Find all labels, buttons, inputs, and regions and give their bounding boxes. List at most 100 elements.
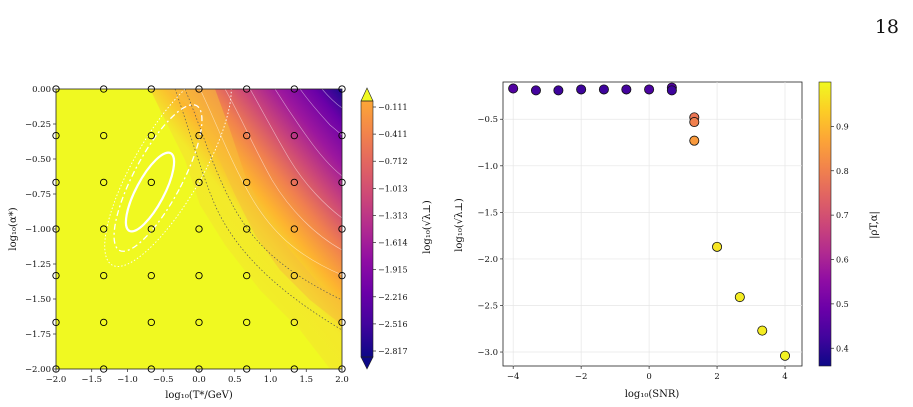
grid-point-marker: [195, 131, 203, 140]
x-tick-label: 1.0: [264, 375, 278, 385]
scatter-point: [576, 84, 587, 95]
scatter-point: [530, 85, 541, 96]
heatmap-colorbar-top-extend: [360, 87, 374, 102]
grid-point-marker: [290, 225, 298, 233]
colorbar-tick-label: −1.614: [378, 239, 408, 248]
grid-point-marker: [52, 318, 60, 327]
colorbar-tick-label: −2.817: [378, 347, 408, 356]
grid-point-marker: [338, 365, 346, 373]
grid-point-marker: [338, 225, 346, 233]
grid-point-marker: [100, 225, 108, 233]
grid-point-marker: [52, 178, 60, 187]
y-tick-label: −1.00: [25, 225, 51, 235]
scatter-colorbar-label: |ρT,α|: [869, 211, 880, 239]
grid-point-marker: [338, 178, 346, 187]
grid-point-marker: [290, 131, 298, 140]
grid-point-marker: [338, 85, 346, 93]
colorbar-tick-label: −1.915: [378, 266, 408, 275]
heatmap-colorbar-label: log₁₀(√λ⊥): [422, 200, 433, 254]
scatter-point: [689, 117, 700, 128]
x-tick-label: −4: [507, 372, 520, 382]
grid-point-marker: [243, 225, 251, 233]
grid-point-marker: [290, 365, 298, 373]
grid-point-marker: [195, 225, 203, 233]
grid-point-marker: [100, 85, 108, 93]
y-tick-label: −2.0: [477, 255, 498, 265]
x-tick-label: −2.0: [46, 375, 67, 385]
colorbar-tick-label: 0.6: [836, 256, 849, 265]
colorbar-tick-label: −1.013: [378, 184, 408, 193]
grid-point-marker: [290, 271, 298, 280]
scatter-x-ticks: −4 −2 0 2 4: [507, 366, 788, 382]
scatter-panel: −4 −2 0 2 4 −0.5 −1.0 −1.5 −2.0 −2.5 −3.0 log₁₀(S…: [454, 81, 880, 400]
colorbar-tick-label: −1.313: [378, 211, 408, 220]
x-tick-label: −2: [575, 372, 588, 382]
grid-point-marker: [100, 178, 108, 187]
y-tick-label: −0.5: [477, 115, 498, 125]
heatmap-colorbar-body: [361, 101, 373, 357]
grid-point-marker: [290, 318, 298, 327]
x-tick-label: −1.5: [81, 375, 102, 385]
grid-point-marker: [52, 131, 60, 140]
grid-point-marker: [290, 178, 298, 187]
grid-point-marker: [243, 318, 251, 327]
grid-point-marker: [195, 178, 203, 187]
colorbar-tick-label: −2.516: [378, 320, 408, 329]
heatmap-grid-points: [52, 85, 346, 373]
x-tick-label: 2.0: [335, 375, 349, 385]
y-tick-label: −2.5: [477, 301, 498, 311]
grid-point-marker: [100, 131, 108, 140]
colorbar-tick-label: 0.7: [836, 211, 849, 220]
scatter-plot-area: [502, 81, 803, 367]
grid-point-marker: [338, 131, 346, 140]
y-tick-label: −2.00: [25, 365, 51, 375]
heatmap-colorbar-bottom-extend: [360, 356, 374, 370]
grid-point-marker: [338, 318, 346, 327]
x-tick-label: 0.5: [228, 375, 242, 385]
y-tick-label: −0.25: [25, 120, 51, 130]
grid-point-marker: [243, 178, 251, 187]
scatter-point: [734, 292, 745, 303]
scatter-point: [780, 350, 791, 361]
grid-point-marker: [243, 365, 251, 373]
colorbar-tick-label: −0.712: [378, 157, 408, 166]
heatmap-dotted-contours: [174, 89, 342, 331]
grid-point-marker: [147, 85, 155, 93]
grid-point-marker: [147, 225, 155, 233]
colorbar-tick-label: −0.111: [378, 103, 408, 112]
y-tick-label: −1.50: [25, 295, 51, 305]
colorbar-tick-label: 0.8: [836, 167, 849, 176]
heatmap-colorbar-ticks: −0.111 −0.411 −0.712 −1.013 −1.313 −1.614 −1.9…: [373, 103, 408, 356]
grid-point-marker: [100, 271, 108, 280]
scatter-colorbar: 0.9 0.8 0.7 0.6 0.5 0.4 |ρT,α|: [818, 81, 880, 367]
scatter-point: [598, 84, 609, 95]
y-tick-label: 0.00: [32, 85, 51, 95]
grid-point-marker: [52, 225, 60, 233]
grid-point-marker: [52, 85, 60, 93]
heatmap-colorbar: −0.111 −0.411 −0.712 −1.013 −1.313 −1.614 −1.9…: [360, 87, 433, 370]
grid-point-marker: [147, 318, 155, 327]
scatter-colorbar-ticks: 0.9 0.8 0.7 0.6 0.5 0.4: [831, 122, 849, 353]
page-number: 18: [874, 16, 899, 38]
x-tick-label: 4: [782, 372, 787, 382]
grid-point-marker: [52, 271, 60, 280]
colorbar-tick-label: −0.411: [378, 130, 408, 139]
scatter-x-label: log₁₀(SNR): [625, 389, 680, 400]
y-tick-label: −1.25: [25, 260, 51, 270]
scatter-y-label: log₁₀(√λ⊥): [454, 198, 465, 252]
x-tick-label: 0.0: [192, 375, 206, 385]
heatmap-colorbar-frame: [360, 100, 374, 358]
y-tick-label: −3.0: [477, 348, 498, 358]
grid-point-marker: [243, 131, 251, 140]
grid-point-marker: [147, 131, 155, 140]
x-tick-label: −1.0: [117, 375, 138, 385]
scatter-point: [757, 325, 768, 336]
scatter-point: [553, 85, 564, 96]
grid-point-marker: [195, 318, 203, 327]
heatmap-contour-lines: [199, 89, 342, 276]
y-tick-label: −1.5: [477, 208, 498, 218]
grid-point-marker: [243, 85, 251, 93]
grid-point-marker: [195, 85, 203, 93]
heatmap-y-label: log₁₀(α*): [8, 207, 19, 250]
